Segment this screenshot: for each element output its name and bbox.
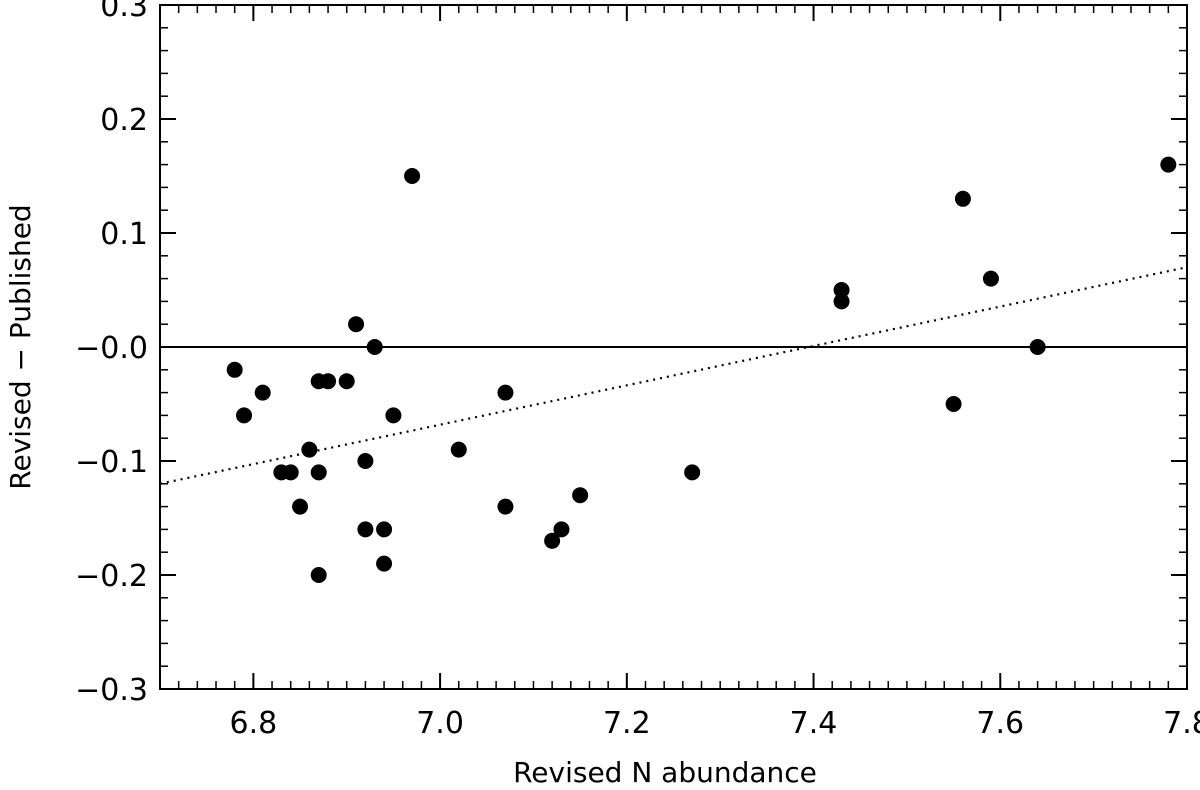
data-point	[338, 373, 355, 390]
data-point	[376, 521, 393, 538]
y-axis-title: Revised − Published	[4, 204, 37, 489]
data-point	[544, 532, 561, 549]
data-point	[497, 384, 514, 401]
data-point	[348, 316, 365, 333]
y-tick-labels: −0.3 −0.2 −0.1 −0.0 0.1 0.2 0.3	[75, 0, 148, 708]
x-tick-label: 7.2	[603, 706, 651, 741]
data-point	[945, 396, 962, 412]
data-point	[376, 555, 393, 572]
data-point	[357, 521, 374, 538]
data-point	[1029, 339, 1046, 355]
data-point	[385, 407, 402, 424]
x-tick-label: 6.8	[230, 706, 278, 741]
y-tick-label: −0.0	[75, 331, 148, 366]
data-point	[833, 282, 850, 298]
data-point	[954, 190, 971, 207]
y-tick-label: −0.3	[75, 673, 148, 708]
data-point	[357, 453, 374, 469]
data-point	[292, 498, 309, 515]
data-point	[320, 373, 337, 390]
data-point	[282, 464, 299, 481]
data-point	[404, 168, 421, 184]
x-tick-label: 7.6	[976, 706, 1024, 741]
data-point	[310, 567, 327, 583]
data-point	[226, 361, 243, 378]
major-ticks	[160, 4, 1188, 690]
y-tick-label: −0.1	[75, 445, 148, 480]
x-tick-label: 7.4	[790, 706, 838, 741]
data-point	[450, 441, 467, 458]
data-point	[684, 464, 701, 481]
x-tick-label: 7.0	[416, 706, 464, 741]
x-tick-labels: 6.8 7.0 7.2 7.4 7.6 7.8	[230, 706, 1200, 741]
data-point	[366, 339, 383, 355]
data-point	[572, 487, 589, 504]
data-point	[310, 464, 327, 481]
data-point	[497, 498, 514, 515]
data-point	[1160, 156, 1177, 173]
x-axis-title: Revised N abundance	[513, 756, 817, 789]
data-point	[236, 407, 253, 424]
y-tick-label: 0.2	[100, 103, 148, 138]
x-tick-label: 7.8	[1163, 706, 1200, 741]
data-point	[982, 270, 999, 287]
y-tick-label: −0.2	[75, 559, 148, 594]
data-point	[833, 293, 850, 310]
y-tick-label: 0.3	[100, 0, 148, 24]
data-point	[301, 441, 318, 458]
data-point	[553, 521, 570, 538]
data-point	[254, 384, 271, 401]
y-tick-label: 0.1	[100, 217, 148, 252]
data-points	[226, 156, 1177, 583]
